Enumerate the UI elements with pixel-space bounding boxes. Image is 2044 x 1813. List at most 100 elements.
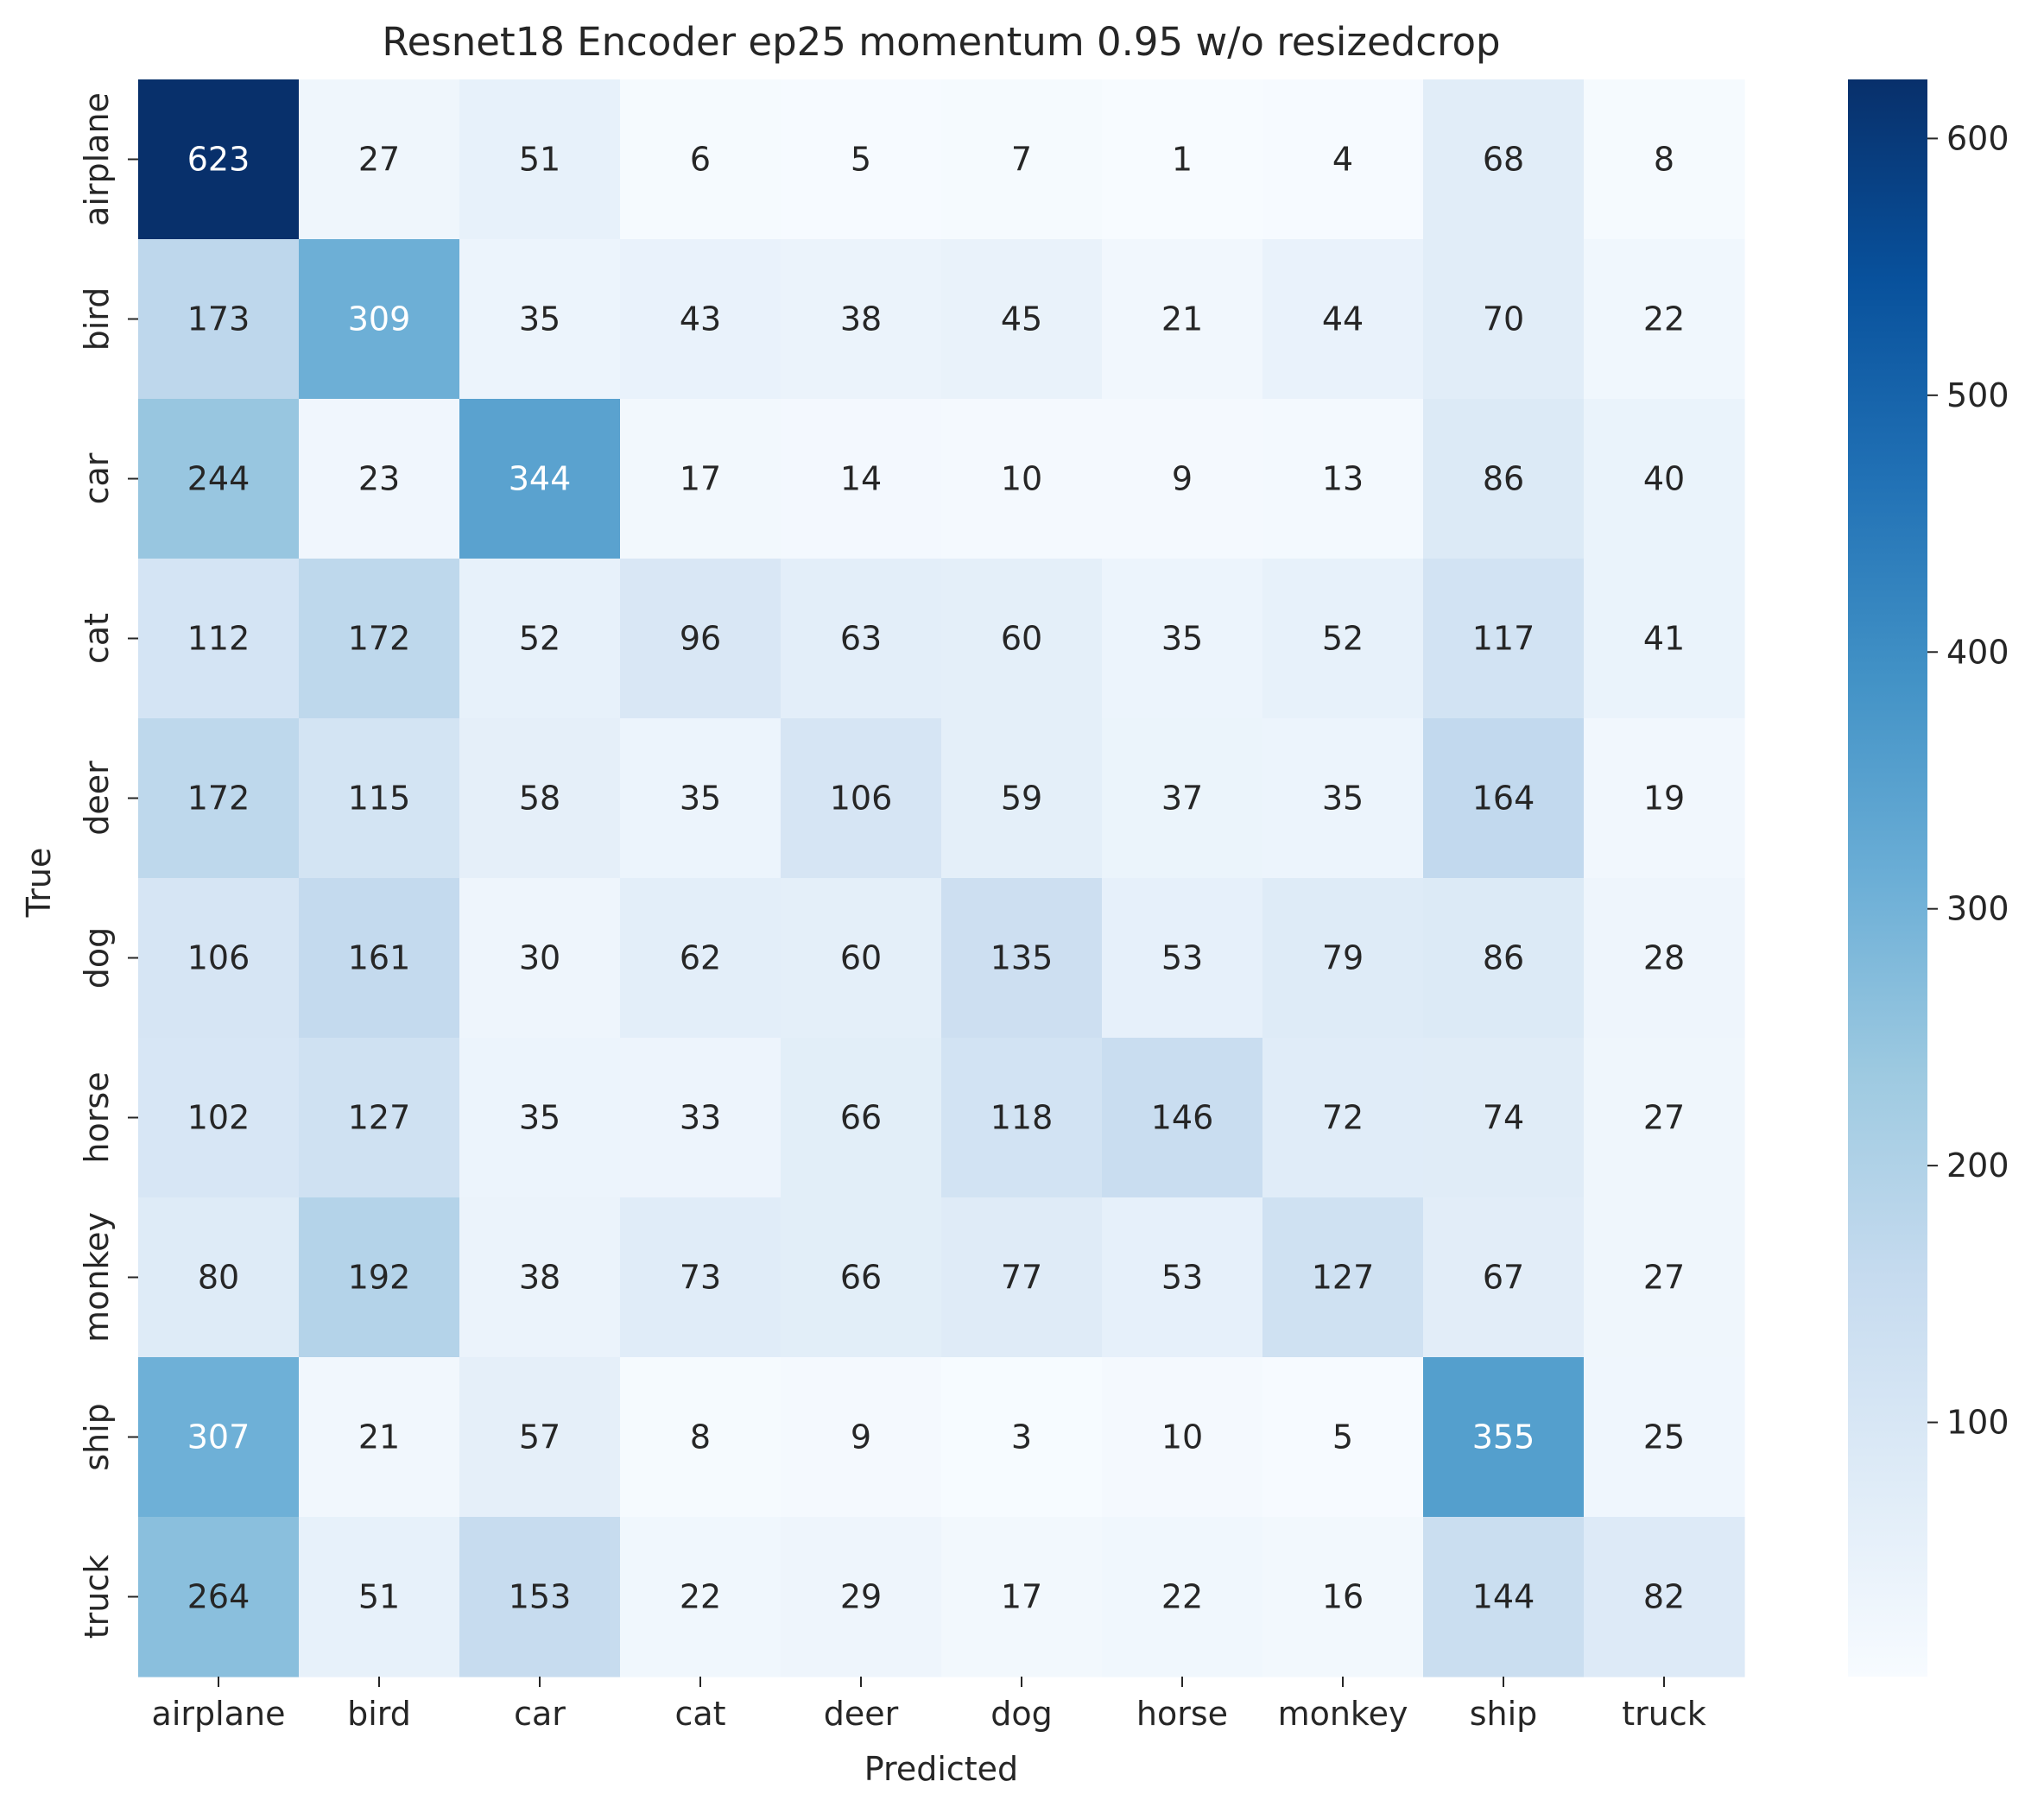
heatmap-cell xyxy=(781,1197,942,1358)
heatmap-cell xyxy=(1102,1357,1263,1518)
cell-value-label: 35 xyxy=(1322,780,1364,818)
cell-value-label: 5 xyxy=(1332,1418,1353,1456)
cell-value-label: 117 xyxy=(1472,620,1535,658)
heatmap-cell xyxy=(1102,878,1263,1039)
heatmap-cell xyxy=(1584,399,1745,559)
heatmap-cell xyxy=(781,399,942,559)
cell-value-label: 135 xyxy=(990,939,1054,977)
heatmap-cell xyxy=(1262,1038,1424,1198)
cell-value-label: 344 xyxy=(509,460,572,498)
x-tick-label: ship xyxy=(1470,1695,1538,1733)
colorbar: 100 200 300 400 500 600 xyxy=(1848,79,2009,1677)
heatmap-cell xyxy=(459,878,621,1039)
heatmap-cell xyxy=(941,718,1103,879)
cell-value-label: 74 xyxy=(1483,1099,1524,1137)
heatmap-cell xyxy=(459,79,621,240)
heatmap-cell xyxy=(1423,79,1585,240)
heatmap-cell xyxy=(1102,79,1263,240)
heatmap-cell xyxy=(138,1038,300,1198)
heatmap-cell xyxy=(1102,239,1263,400)
cell-value-label: 66 xyxy=(840,1259,882,1297)
cell-value-label: 44 xyxy=(1322,300,1364,338)
cell-value-label: 60 xyxy=(1001,620,1042,658)
heatmap-cell xyxy=(459,1357,621,1518)
heatmap-cell xyxy=(1423,559,1585,719)
cell-value-label: 57 xyxy=(519,1418,560,1456)
heatmap-cell xyxy=(459,718,621,879)
colorbar-tick-label: 300 xyxy=(1946,890,2009,928)
cell-value-label: 192 xyxy=(348,1259,411,1297)
heatmap-cell xyxy=(299,878,460,1039)
y-tick-label: deer xyxy=(78,761,116,836)
heatmap-cell xyxy=(941,1197,1103,1358)
cell-value-label: 106 xyxy=(187,939,250,977)
cell-value-label: 53 xyxy=(1161,1259,1203,1297)
heatmap-cell xyxy=(1423,878,1585,1039)
cell-value-label: 38 xyxy=(519,1259,560,1297)
cell-value-label: 16 xyxy=(1322,1578,1364,1616)
heatmap-cell xyxy=(138,1517,300,1677)
heatmap-cell xyxy=(138,79,300,240)
x-tick-label: dog xyxy=(990,1695,1053,1733)
cell-value-label: 45 xyxy=(1001,300,1042,338)
heatmap-cell xyxy=(781,718,942,879)
cell-value-label: 10 xyxy=(1001,460,1042,498)
heatmap-cell xyxy=(1262,878,1424,1039)
heatmap-cell xyxy=(781,1517,942,1677)
cell-value-label: 63 xyxy=(840,620,882,658)
heatmap-cell xyxy=(1584,1038,1745,1198)
colorbar-gradient xyxy=(1848,79,1927,1677)
heatmap-cell xyxy=(138,399,300,559)
heatmap-cell xyxy=(941,1517,1103,1677)
cell-value-label: 72 xyxy=(1322,1099,1364,1137)
heatmap-cell xyxy=(138,559,300,719)
cell-value-label: 41 xyxy=(1643,620,1685,658)
colorbar-tick-label: 500 xyxy=(1946,376,2009,414)
cell-value-label: 86 xyxy=(1483,460,1524,498)
colorbar-tick-label: 400 xyxy=(1946,633,2009,671)
cell-value-label: 79 xyxy=(1322,939,1364,977)
cell-value-label: 106 xyxy=(830,780,893,818)
heatmap-cell xyxy=(1423,1517,1585,1677)
heatmap-cell xyxy=(1262,239,1424,400)
cell-value-label: 35 xyxy=(680,780,721,818)
heatmap-cell xyxy=(1423,1038,1585,1198)
cell-value-label: 1 xyxy=(1172,141,1193,179)
heatmap-cell xyxy=(620,1517,782,1677)
cell-value-label: 35 xyxy=(519,1099,560,1137)
heatmap-cell xyxy=(459,1197,621,1358)
heatmap-cell xyxy=(781,79,942,240)
y-tick-label: ship xyxy=(78,1403,116,1471)
cell-value-label: 9 xyxy=(1172,460,1193,498)
cell-value-label: 96 xyxy=(680,620,721,658)
heatmap-cell xyxy=(1584,239,1745,400)
x-tick-label: car xyxy=(514,1695,566,1733)
cell-value-label: 53 xyxy=(1161,939,1203,977)
cell-value-label: 66 xyxy=(840,1099,882,1137)
y-axis-label: True xyxy=(20,848,58,919)
heatmap-cell xyxy=(1584,1517,1745,1677)
cell-value-label: 35 xyxy=(519,300,560,338)
heatmap-cell xyxy=(1102,718,1263,879)
y-tick-label: monkey xyxy=(78,1212,116,1342)
cell-value-label: 19 xyxy=(1643,780,1685,818)
y-tick-label: airplane xyxy=(78,92,116,226)
cell-value-label: 112 xyxy=(187,620,250,658)
heatmap-cell xyxy=(1102,559,1263,719)
y-tick-label: cat xyxy=(78,613,116,664)
cell-value-label: 4 xyxy=(1332,141,1353,179)
cell-value-label: 37 xyxy=(1161,780,1203,818)
cell-value-label: 21 xyxy=(358,1418,400,1456)
heatmap-cell xyxy=(620,718,782,879)
x-axis: airplane bird car cat deer dog horse monkey ship… xyxy=(152,1677,1706,1733)
cell-value-label: 29 xyxy=(840,1578,882,1616)
x-tick-label: deer xyxy=(824,1695,899,1733)
heatmap-cell xyxy=(941,1357,1103,1518)
cell-value-label: 28 xyxy=(1643,939,1685,977)
cell-value-label: 115 xyxy=(348,780,411,818)
cell-value-label: 172 xyxy=(187,780,250,818)
cell-value-label: 62 xyxy=(680,939,721,977)
heatmap-cell xyxy=(299,1357,460,1518)
heatmap-cell xyxy=(1262,399,1424,559)
